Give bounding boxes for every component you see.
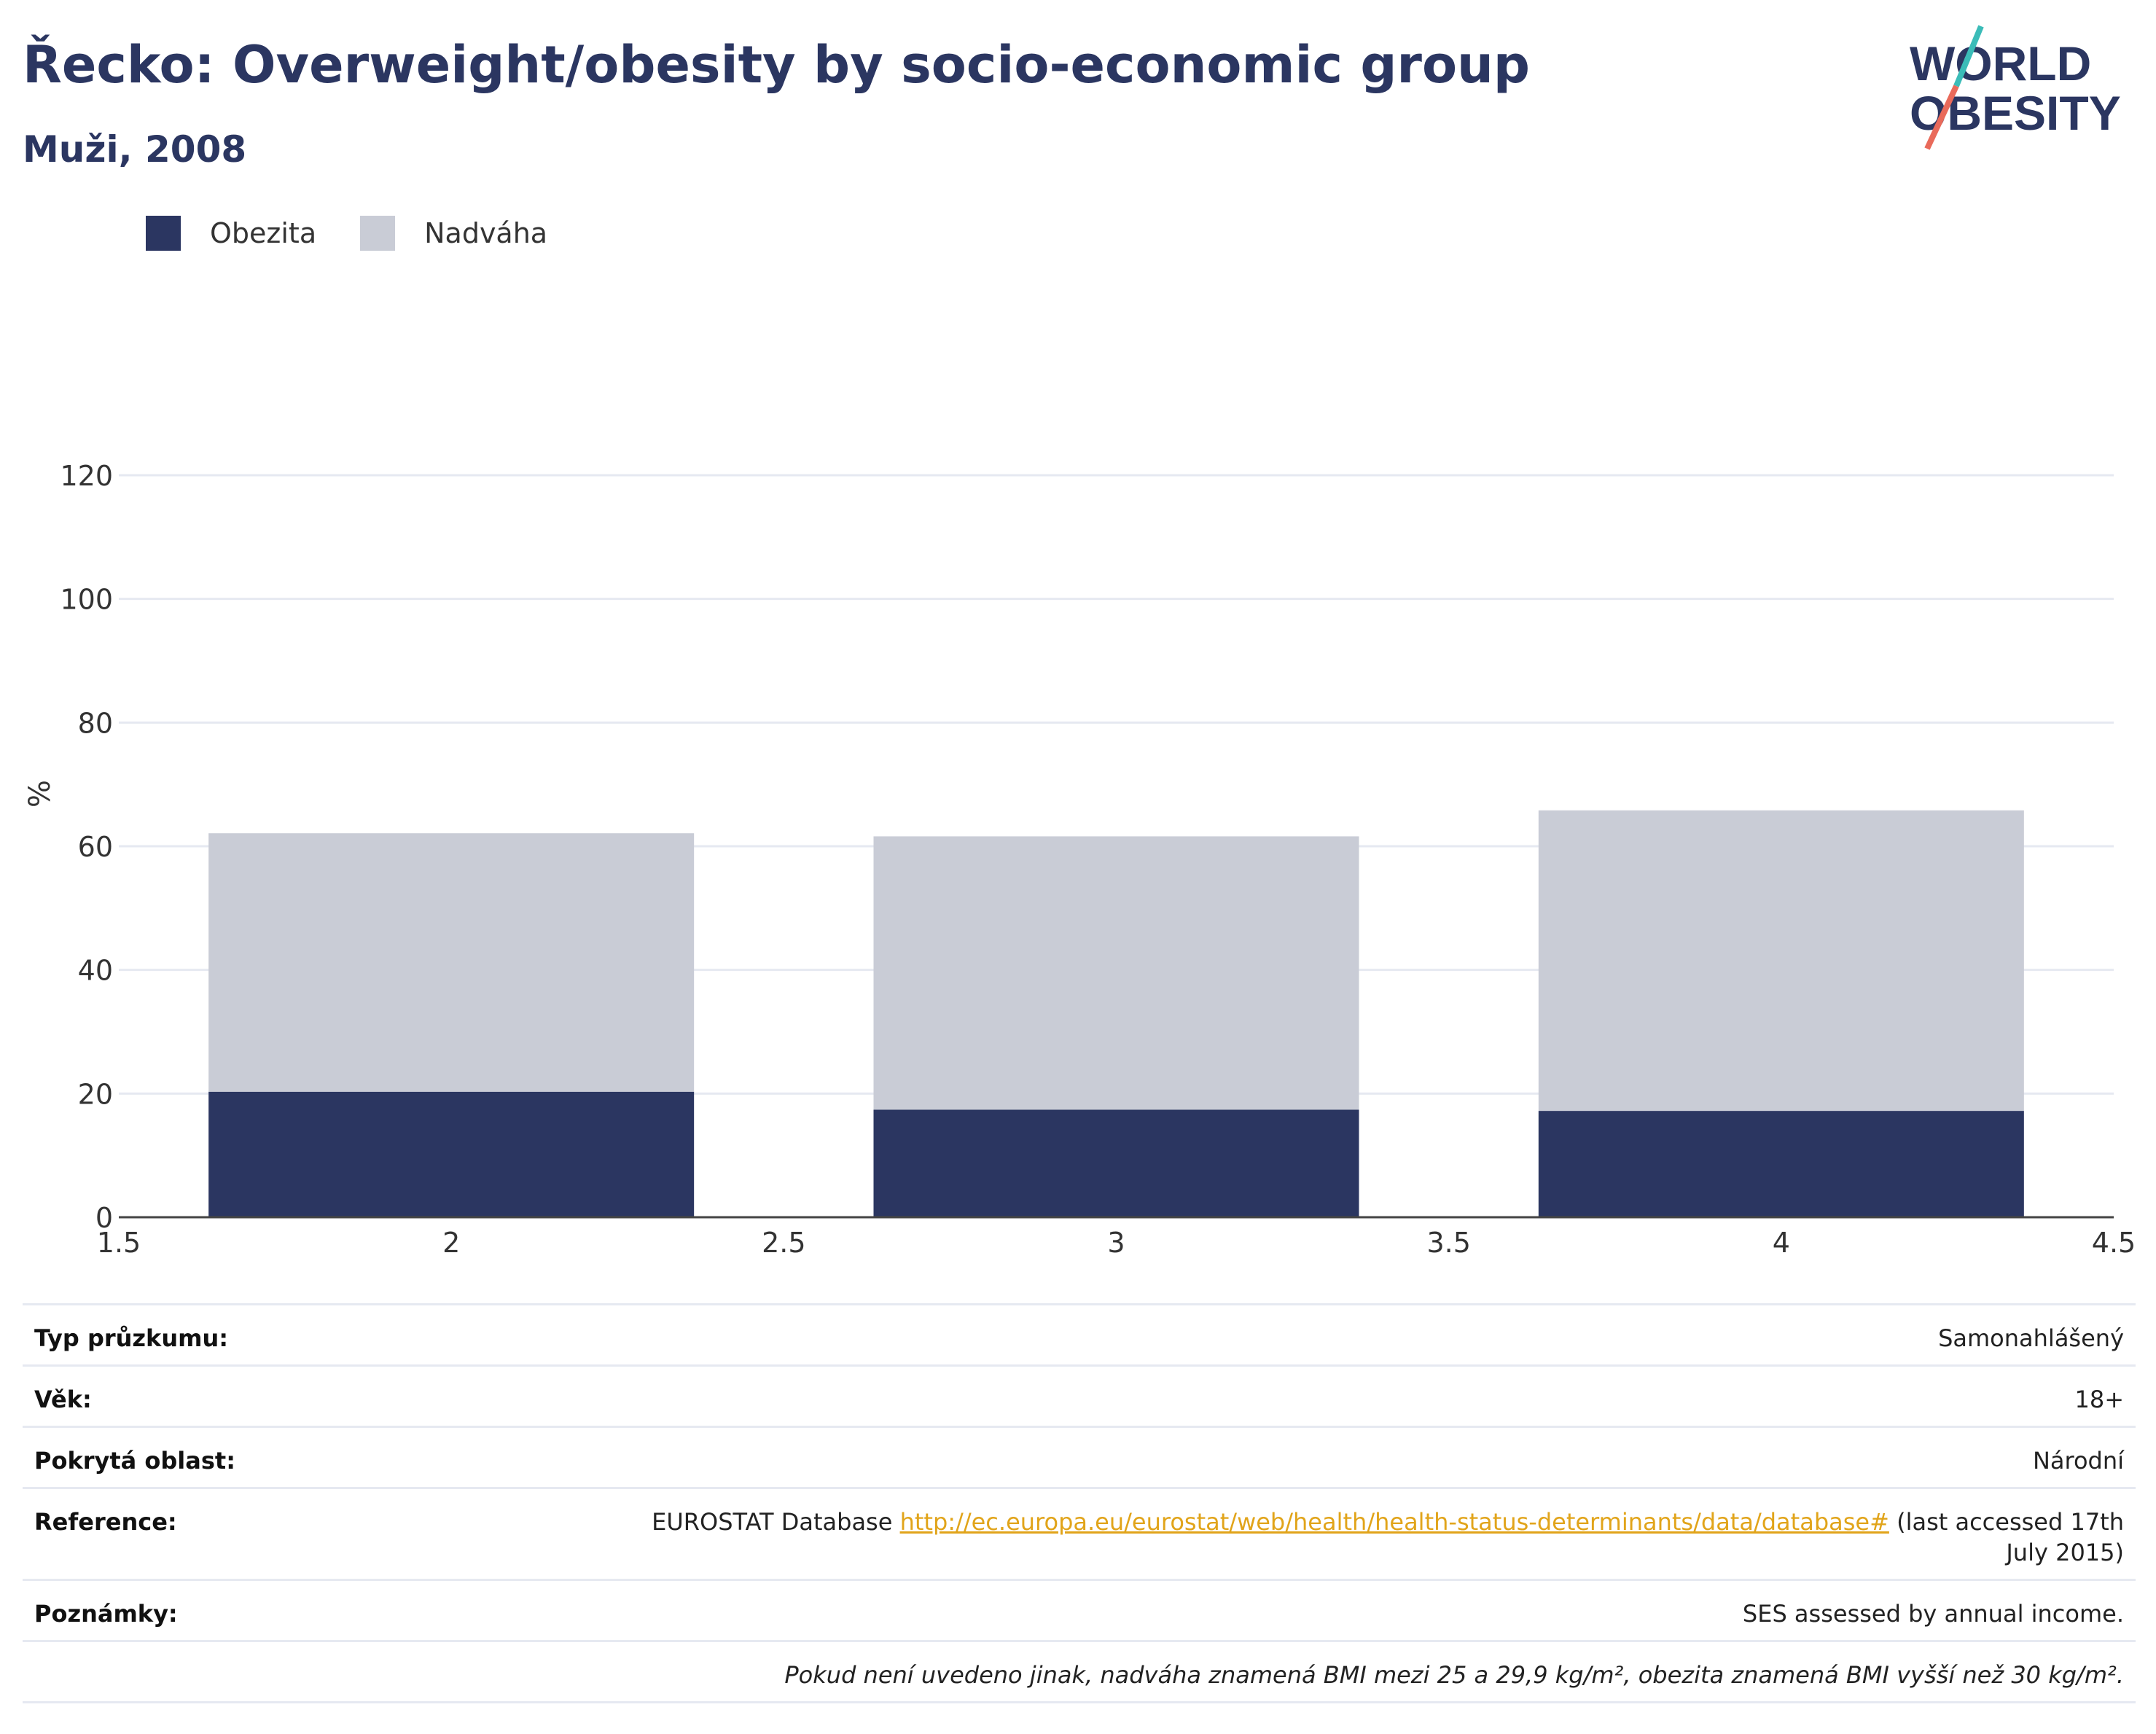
info-row-reference: Reference: EUROSTAT Database http://ec.e… [23,1489,2136,1581]
world-obesity-logo: WORLD OBESITY [1910,25,2121,150]
info-val-reference: EUROSTAT Database http://ec.europa.eu/eu… [630,1507,2124,1568]
legend-swatch-obezita [146,216,181,251]
y-tick-label: 100 [60,584,113,616]
bar-nadváha [1538,810,2024,1112]
info-key-notes: Poznámky: [34,1600,178,1628]
info-val-coverage: Národní [2032,1447,2124,1475]
y-axis-label: % [23,779,58,808]
info-val-age: 18+ [2074,1386,2124,1413]
y-tick-label: 40 [78,955,113,987]
legend-swatch-nadvaha [360,216,396,251]
logo-teal-stroke [1953,25,1984,87]
reference-prefix: EUROSTAT Database [652,1508,900,1536]
bar-nadváha [873,836,1359,1110]
info-key-survey-type: Typ průzkumu: [34,1324,229,1352]
y-tick-label: 80 [78,707,113,739]
info-row-footnote: Pokud není uvedeno jinak, nadváha znamen… [23,1642,2136,1703]
x-tick-label: 3.5 [1426,1227,1470,1259]
info-row-survey-type: Typ průzkumu: Samonahlášený [23,1305,2136,1367]
y-tick-label: 60 [78,831,113,863]
info-row-coverage: Pokrytá oblast: Národní [23,1428,2136,1489]
x-tick-label: 1.5 [97,1227,141,1259]
y-tick-label: 120 [60,460,113,492]
y-tick-label: 20 [78,1078,113,1110]
reference-suffix: (last accessed 17th July 2015) [1889,1508,2124,1566]
bar-obezita [1538,1111,2024,1217]
info-row-notes: Poznámky: SES assessed by annual income. [23,1581,2136,1642]
x-tick-label: 2 [442,1227,460,1259]
chart-title: Řecko: Overweight/obesity by socio-econo… [23,35,1530,95]
logo-coral-stroke [1924,85,1959,150]
info-key-reference: Reference: [34,1508,177,1536]
x-tick-label: 4.5 [2092,1227,2136,1259]
x-tick-label: 3 [1107,1227,1125,1259]
chart-legend: Obezita Nadváha [146,216,591,251]
x-tick-label: 4 [1773,1227,1790,1259]
info-table: Typ průzkumu: Samonahlášený Věk: 18+ Pok… [23,1303,2136,1703]
y-tick-label: 0 [95,1202,113,1234]
footnote: Pokud není uvedeno jinak, nadváha znamen… [784,1661,2124,1689]
info-key-coverage: Pokrytá oblast: [34,1447,235,1475]
info-val-survey-type: Samonahlášený [1938,1324,2124,1352]
info-key-age: Věk: [34,1386,92,1413]
bar-nadváha [208,833,695,1092]
legend-label-obezita: Obezita [210,217,317,249]
info-row-age: Věk: 18+ [23,1367,2136,1428]
legend-item-obezita[interactable]: Obezita [146,216,316,251]
legend-label-nadvaha: Nadváha [424,217,548,249]
chart-subtitle: Muži, 2008 [23,128,247,171]
x-tick-label: 2.5 [762,1227,805,1259]
reference-link[interactable]: http://ec.europa.eu/eurostat/web/health/… [899,1508,1889,1536]
info-val-notes: SES assessed by annual income. [1742,1600,2124,1628]
bar-obezita [873,1109,1359,1217]
bar-obezita [208,1091,695,1217]
legend-item-nadvaha[interactable]: Nadváha [360,216,547,251]
bar-chart: 0 20 40 60 80 100 120 1.5 2 2.5 3 3.5 4 4.5 [60,460,2136,1259]
logo-line1: WORLD [1910,36,2091,90]
